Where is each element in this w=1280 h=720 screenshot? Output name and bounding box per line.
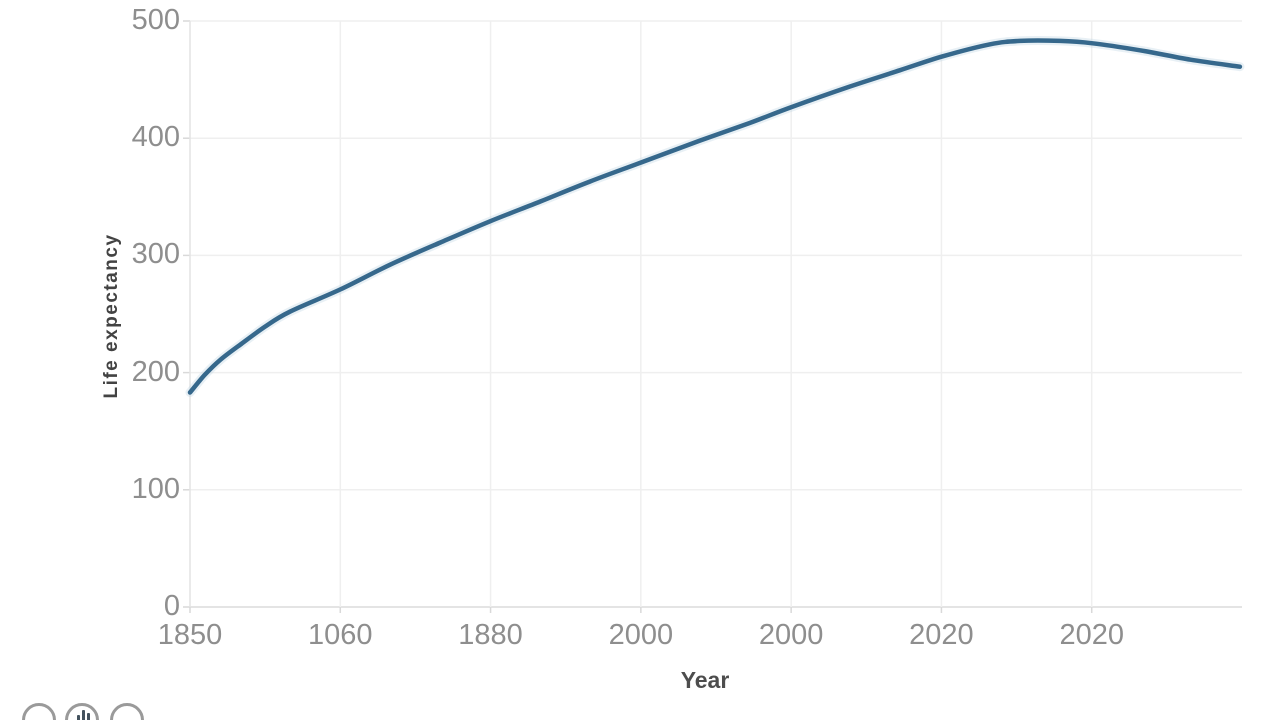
y-tick-label: 100 xyxy=(131,472,180,505)
x-tick-label: 2000 xyxy=(608,619,674,651)
x-tick-label: 1880 xyxy=(458,619,523,651)
data-line xyxy=(187,38,1243,395)
y-tick-label: 500 xyxy=(131,4,180,36)
y-tick-label: 200 xyxy=(131,355,180,388)
y-tick-label: 0 xyxy=(163,590,180,622)
y-axis-title: Life expectancy xyxy=(101,233,122,399)
x-tick-label: 2020 xyxy=(1059,619,1124,651)
x-tick-label: 1850 xyxy=(157,619,223,651)
x-tick-label: 2000 xyxy=(758,619,824,651)
x-tick-label: 1060 xyxy=(308,619,373,651)
x-axis-title: Year xyxy=(680,667,730,693)
y-tick-label: 300 xyxy=(131,238,180,271)
x-tick-label: 2020 xyxy=(909,619,974,651)
y-tick-label: 400 xyxy=(131,121,180,154)
